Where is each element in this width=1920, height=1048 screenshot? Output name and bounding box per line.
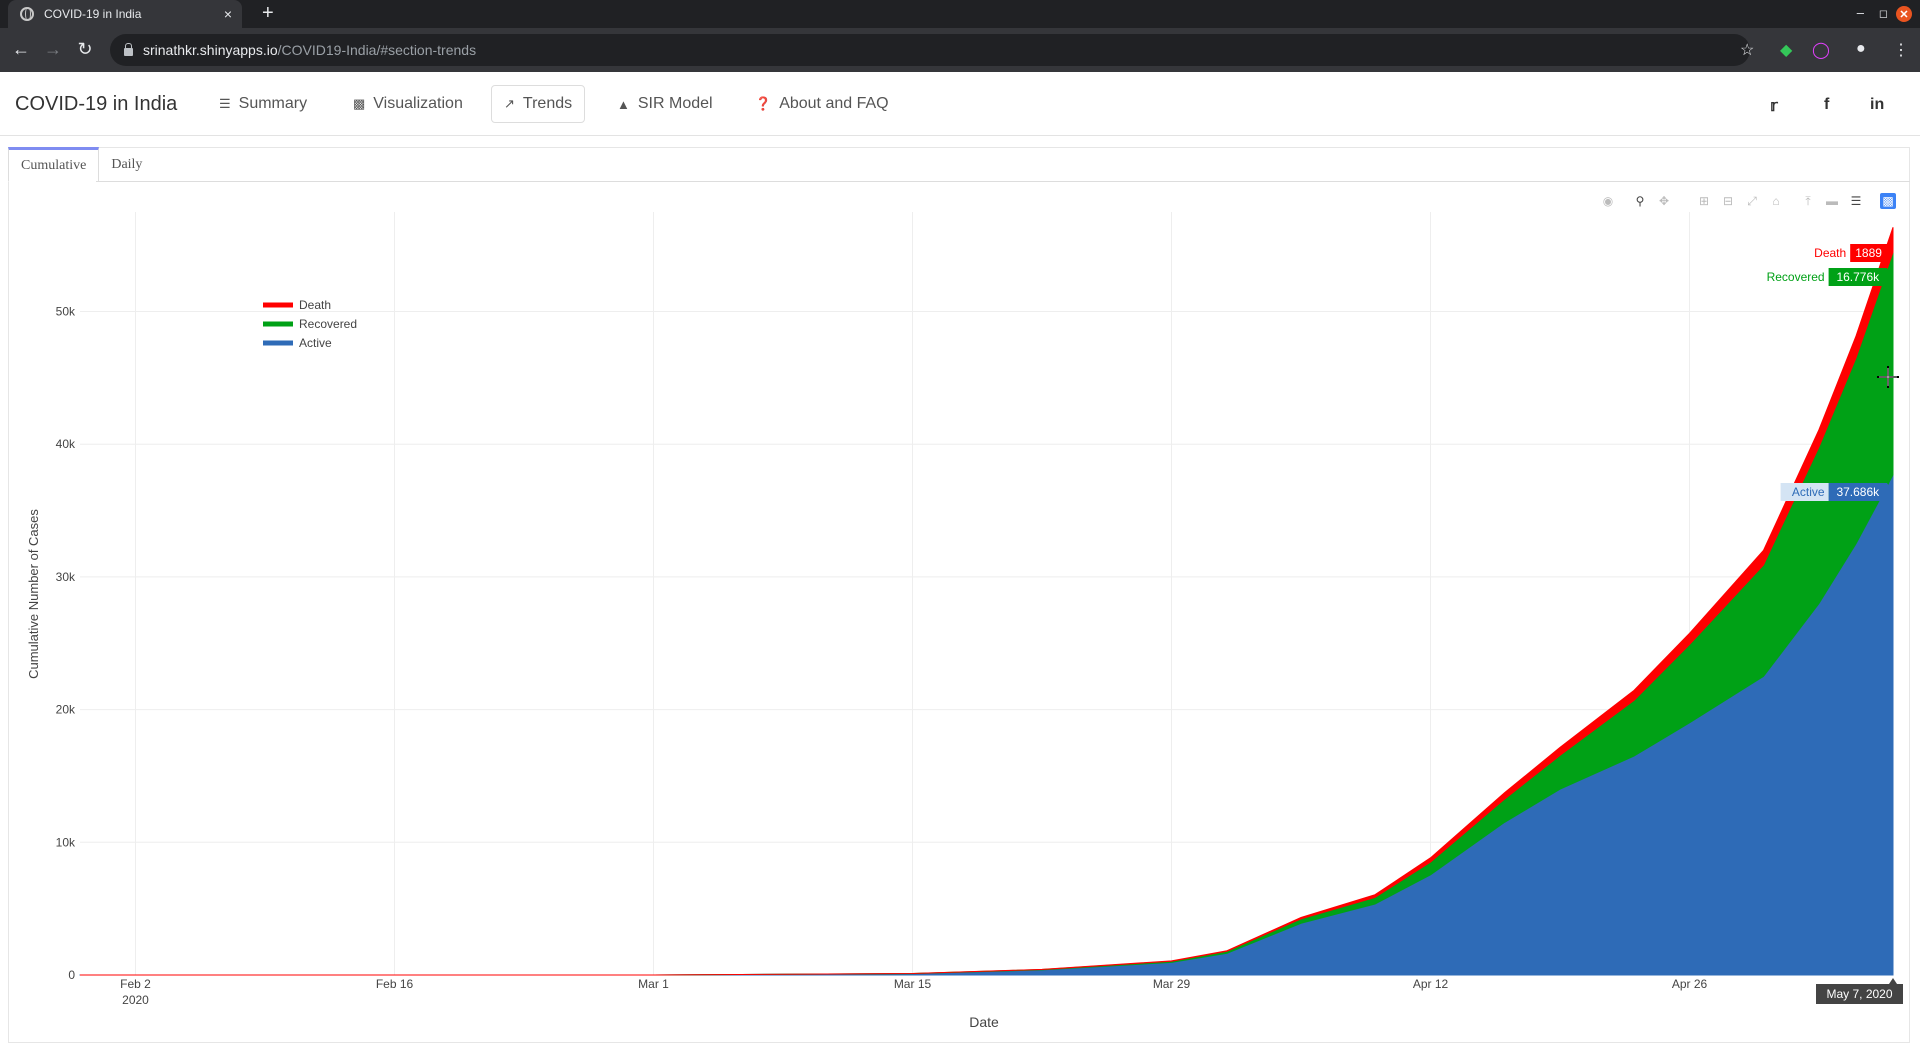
legend-label-recovered: Recovered — [299, 317, 357, 331]
line-chart-icon: ↗ — [504, 96, 515, 111]
y-axis-label: Cumulative Number of Cases — [26, 509, 41, 679]
x-tick-label: Mar 29 — [1153, 977, 1191, 991]
legend-label-active: Active — [299, 336, 332, 350]
nav-visualization[interactable]: ▩ Visualization — [340, 85, 476, 123]
star-icon[interactable]: ☆ — [1740, 42, 1755, 59]
y-tick-label: 10k — [56, 835, 76, 849]
nav-summary-label: Summary — [238, 95, 308, 112]
spike-lines-icon[interactable]: ⤒ — [1805, 193, 1811, 208]
browser-tab-title: COVID-19 in India — [44, 7, 142, 21]
zoom-out-icon[interactable]: ⊟ — [1722, 194, 1734, 208]
x-tick-label: Apr 12 — [1413, 977, 1449, 991]
zoom-icon[interactable]: ⚲ — [1635, 194, 1645, 208]
reset-axes-icon[interactable]: ⌂ — [1772, 194, 1780, 208]
facebook-icon[interactable]: f — [1824, 96, 1830, 113]
chart-ticks: Feb 2 2020 Feb 16 Mar 1 Mar 15 Mar 29 Apr 12 Ap… — [56, 305, 1708, 1007]
tab-divider — [96, 181, 1910, 182]
hover-x-label: May 7, 2020 — [1826, 987, 1892, 1001]
chart-legend[interactable]: Death Recovered Active — [263, 298, 357, 350]
nav-summary[interactable]: ☰ Summary — [206, 85, 320, 123]
x-tick-label: Mar 15 — [894, 977, 932, 991]
url-host: srinathkr.shinyapps.io — [143, 42, 278, 58]
tab-panel — [8, 147, 1910, 1043]
chart-areas — [79, 227, 1894, 976]
x-tick-label: Mar 1 — [638, 977, 669, 991]
chart-tabs: Cumulative Daily — [8, 147, 154, 182]
y-tick-label: 0 — [68, 968, 75, 982]
nav-visualization-label: Visualization — [373, 95, 463, 112]
maximize-icon[interactable]: ◻ — [1878, 8, 1888, 20]
nav-about[interactable]: ❓ About and FAQ — [742, 85, 902, 123]
linkedin-icon[interactable]: in — [1870, 96, 1885, 113]
url-path: /COVID19-India/#section-trends — [277, 42, 477, 58]
y-tick-label: 50k — [56, 305, 76, 319]
camera-icon[interactable]: ◉ — [1602, 194, 1614, 208]
crosshair-cursor-icon — [1877, 366, 1899, 388]
hover-compare-icon[interactable]: ☰ — [1850, 194, 1862, 208]
close-tab-icon[interactable]: × — [223, 6, 232, 22]
x-tick-label: Feb 2 — [120, 977, 151, 991]
tab-cumulative[interactable]: Cumulative — [8, 147, 100, 182]
x-tick-label: Apr 26 — [1672, 977, 1708, 991]
y-tick-label: 20k — [56, 703, 76, 717]
hover-value: 16.776k — [1836, 270, 1880, 284]
zoom-in-icon[interactable]: ⊞ — [1698, 194, 1710, 208]
legend-label-death: Death — [299, 298, 331, 312]
hover-name: Active — [1792, 485, 1825, 499]
hover-labels: 1889 Death 16.776k Recovered 37.686k Active Ma… — [1767, 244, 1903, 1004]
question-icon: ❓ — [755, 96, 772, 111]
lock-icon — [124, 43, 133, 56]
hover-x-box — [1816, 978, 1903, 1004]
reload-icon[interactable]: ↻ — [77, 39, 93, 59]
area-death — [79, 227, 1894, 976]
twitter-icon[interactable]: 𝕣 — [1770, 98, 1778, 115]
hover-value: 1889 — [1855, 246, 1882, 260]
account-icon[interactable]: ● — [1856, 40, 1866, 57]
autoscale-icon[interactable]: ⤢ — [1747, 193, 1757, 208]
hover-value: 37.686k — [1836, 485, 1880, 499]
list-icon: ☰ — [219, 96, 231, 111]
x-axis-label: Date — [969, 1014, 999, 1030]
hover-name: Death — [1814, 246, 1846, 260]
nav-sir-model[interactable]: ▲ SIR Model — [604, 85, 726, 123]
back-icon[interactable]: ← — [12, 39, 30, 59]
address-bar[interactable]: srinathkr.shinyapps.io /COVID19-India/#s… — [110, 34, 1750, 66]
minimize-icon[interactable]: – — [1856, 5, 1864, 20]
shield-icon[interactable]: ◆ — [1780, 42, 1793, 59]
new-tab-button[interactable]: + — [262, 2, 274, 24]
nav-trends-label: Trends — [522, 95, 573, 112]
nav-sir-label: SIR Model — [637, 95, 713, 112]
hover-closest-icon[interactable]: ▬ — [1826, 194, 1838, 208]
nav-about-label: About and FAQ — [779, 95, 889, 112]
color-ring-icon[interactable]: ◯ — [1812, 42, 1830, 59]
brand-title[interactable]: COVID-19 in India — [15, 93, 178, 115]
hover-value-box — [1828, 268, 1893, 286]
hover-value-box — [1850, 244, 1893, 262]
x-tick-label: 2020 — [122, 993, 149, 1007]
hover-value-box — [1828, 483, 1893, 501]
area-chart-icon: ▲ — [617, 96, 630, 112]
browser-toolbar: ← → ↻ srinathkr.shinyapps.io /COVID19-In… — [0, 28, 1920, 72]
y-tick-label: 40k — [56, 437, 76, 451]
x-tick-label: Feb 16 — [376, 977, 414, 991]
hover-name-box — [1780, 483, 1829, 501]
nav-trends[interactable]: ↗ Trends — [491, 85, 586, 123]
app-navbar: COVID-19 in India ☰ Summary ▩ Visualizat… — [0, 72, 1920, 136]
plotly-logo-icon[interactable]: ▩ — [1880, 193, 1896, 209]
window-close-icon[interactable]: ✕ — [1896, 6, 1912, 22]
bar-chart-icon: ▩ — [353, 96, 366, 111]
tab-daily[interactable]: Daily — [111, 156, 143, 172]
y-tick-label: 30k — [56, 570, 76, 584]
hover-name: Recovered — [1767, 270, 1825, 284]
menu-icon[interactable]: ⋮ — [1893, 42, 1909, 59]
browser-tab[interactable]: COVID-19 in India × — [8, 0, 242, 28]
pan-icon[interactable]: ✥ — [1658, 194, 1670, 208]
globe-icon — [20, 7, 34, 21]
browser-tabbar: COVID-19 in India × + – ◻ ✕ — [0, 0, 1920, 28]
forward-icon[interactable]: → — [44, 39, 62, 59]
